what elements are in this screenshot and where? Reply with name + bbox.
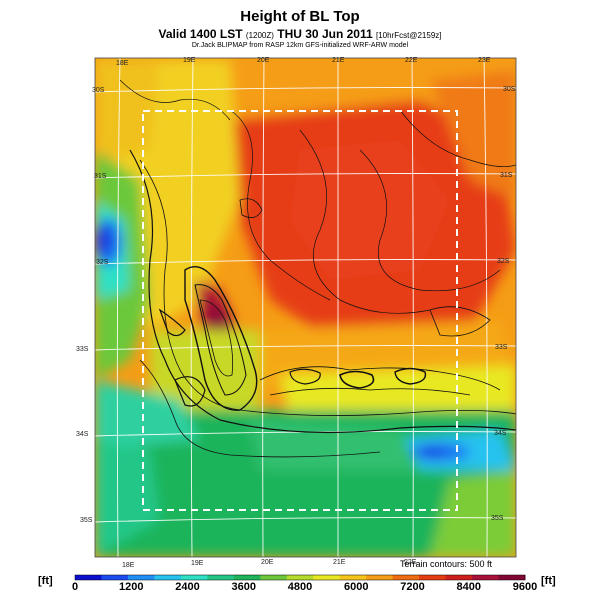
plot-frame [94,57,517,558]
map-title: Height of BL Top [240,8,360,25]
colorbar-swatch [180,575,208,580]
lat-label: 30S [503,86,516,93]
colorbar-tick-label: 8400 [457,581,481,593]
colorbar [74,574,526,581]
unit-right: [ft] [541,575,556,587]
lon-label: 19E [183,57,196,64]
lat-label: 33S [76,346,89,353]
lon-label: 20E [257,57,270,64]
lat-label: 34S [494,430,507,437]
lat-label: 35S [491,515,504,522]
colorbar-swatch [366,575,394,580]
lat-label: 32S [96,259,109,266]
forecast-hour: [10hrFcst@2159z] [376,31,442,40]
colorbar-swatch [313,575,341,580]
terrain-contours [119,79,516,458]
model-credit: Dr.Jack BLIPMAP from RASP 12km GFS-initi… [191,42,409,49]
colorbar-tick-label: 1200 [119,581,143,593]
terrain-contour-note: Terrain contours: 500 ft [400,559,493,569]
colorbar-tick-label: 3600 [232,581,256,593]
colorbar-swatch [154,575,182,580]
colorbar-swatch [445,575,473,580]
lon-labels-top: 18E 19E 20E 21E 22E 23E [116,57,491,67]
colorbar-border [74,574,526,581]
lat-labels-left: 30S 31S 32S 33S 34S 35S [76,87,109,524]
colorbar-tick-label: 7200 [400,581,424,593]
colorbar-tick-label: 2400 [175,581,199,593]
lon-label: 21E [333,559,346,566]
colorbar-ticks: 0 1200 2400 3600 4800 6000 7200 8400 9600 [72,581,537,593]
colorbar-tick-label: 0 [72,581,78,593]
colorbar-tick-label: 4800 [288,581,312,593]
inner-domain-boundary [142,110,458,511]
valid-utc: (1200Z) [245,31,274,40]
colorbar-tick-label: 6000 [344,581,368,593]
colorbar-swatch [392,575,420,580]
colorbar-swatch [286,575,314,580]
bl-height-field [95,58,516,557]
lon-label: 22E [404,559,417,566]
valid-date: THU 30 Jun 2011 [277,27,373,41]
valid-prefix: Valid 1400 LST [158,27,243,41]
lon-label: 20E [261,559,274,566]
lat-label: 33S [495,344,508,351]
colorbar-swatch [498,575,526,580]
lon-label: 23E [478,57,491,64]
colorbar-swatch [233,575,261,580]
lon-labels-bottom: 18E 19E 20E 21E 22E [122,559,417,569]
colorbar-swatch [75,575,102,580]
lat-label: 31S [94,173,107,180]
colorbar-tick-label: 9600 [513,581,537,593]
lat-label: 35S [80,517,93,524]
colorbar-swatch [127,575,155,580]
lat-label: 31S [500,172,513,179]
lat-label: 32S [497,258,510,265]
colorbar-swatch [260,575,288,580]
lon-label: 18E [122,562,135,569]
lon-label: 22E [405,57,418,64]
lon-label: 18E [116,60,129,67]
lat-label: 30S [92,87,105,94]
colorbar-swatch [101,575,129,580]
lon-label: 19E [191,560,204,567]
valid-time: Valid 1400 LST (1200Z) THU 30 Jun 2011 [… [0,27,600,41]
colorbar-swatch [339,575,367,580]
colorbar-swatch [472,575,500,580]
lat-labels-right: 30S 31S 32S 33S 34S 35S [491,86,516,522]
colorbar-swatch [419,575,447,580]
lon-label: 21E [332,57,345,64]
unit-left: [ft] [38,575,53,587]
colorbar-swatch [207,575,235,580]
lat-label: 34S [76,431,89,438]
